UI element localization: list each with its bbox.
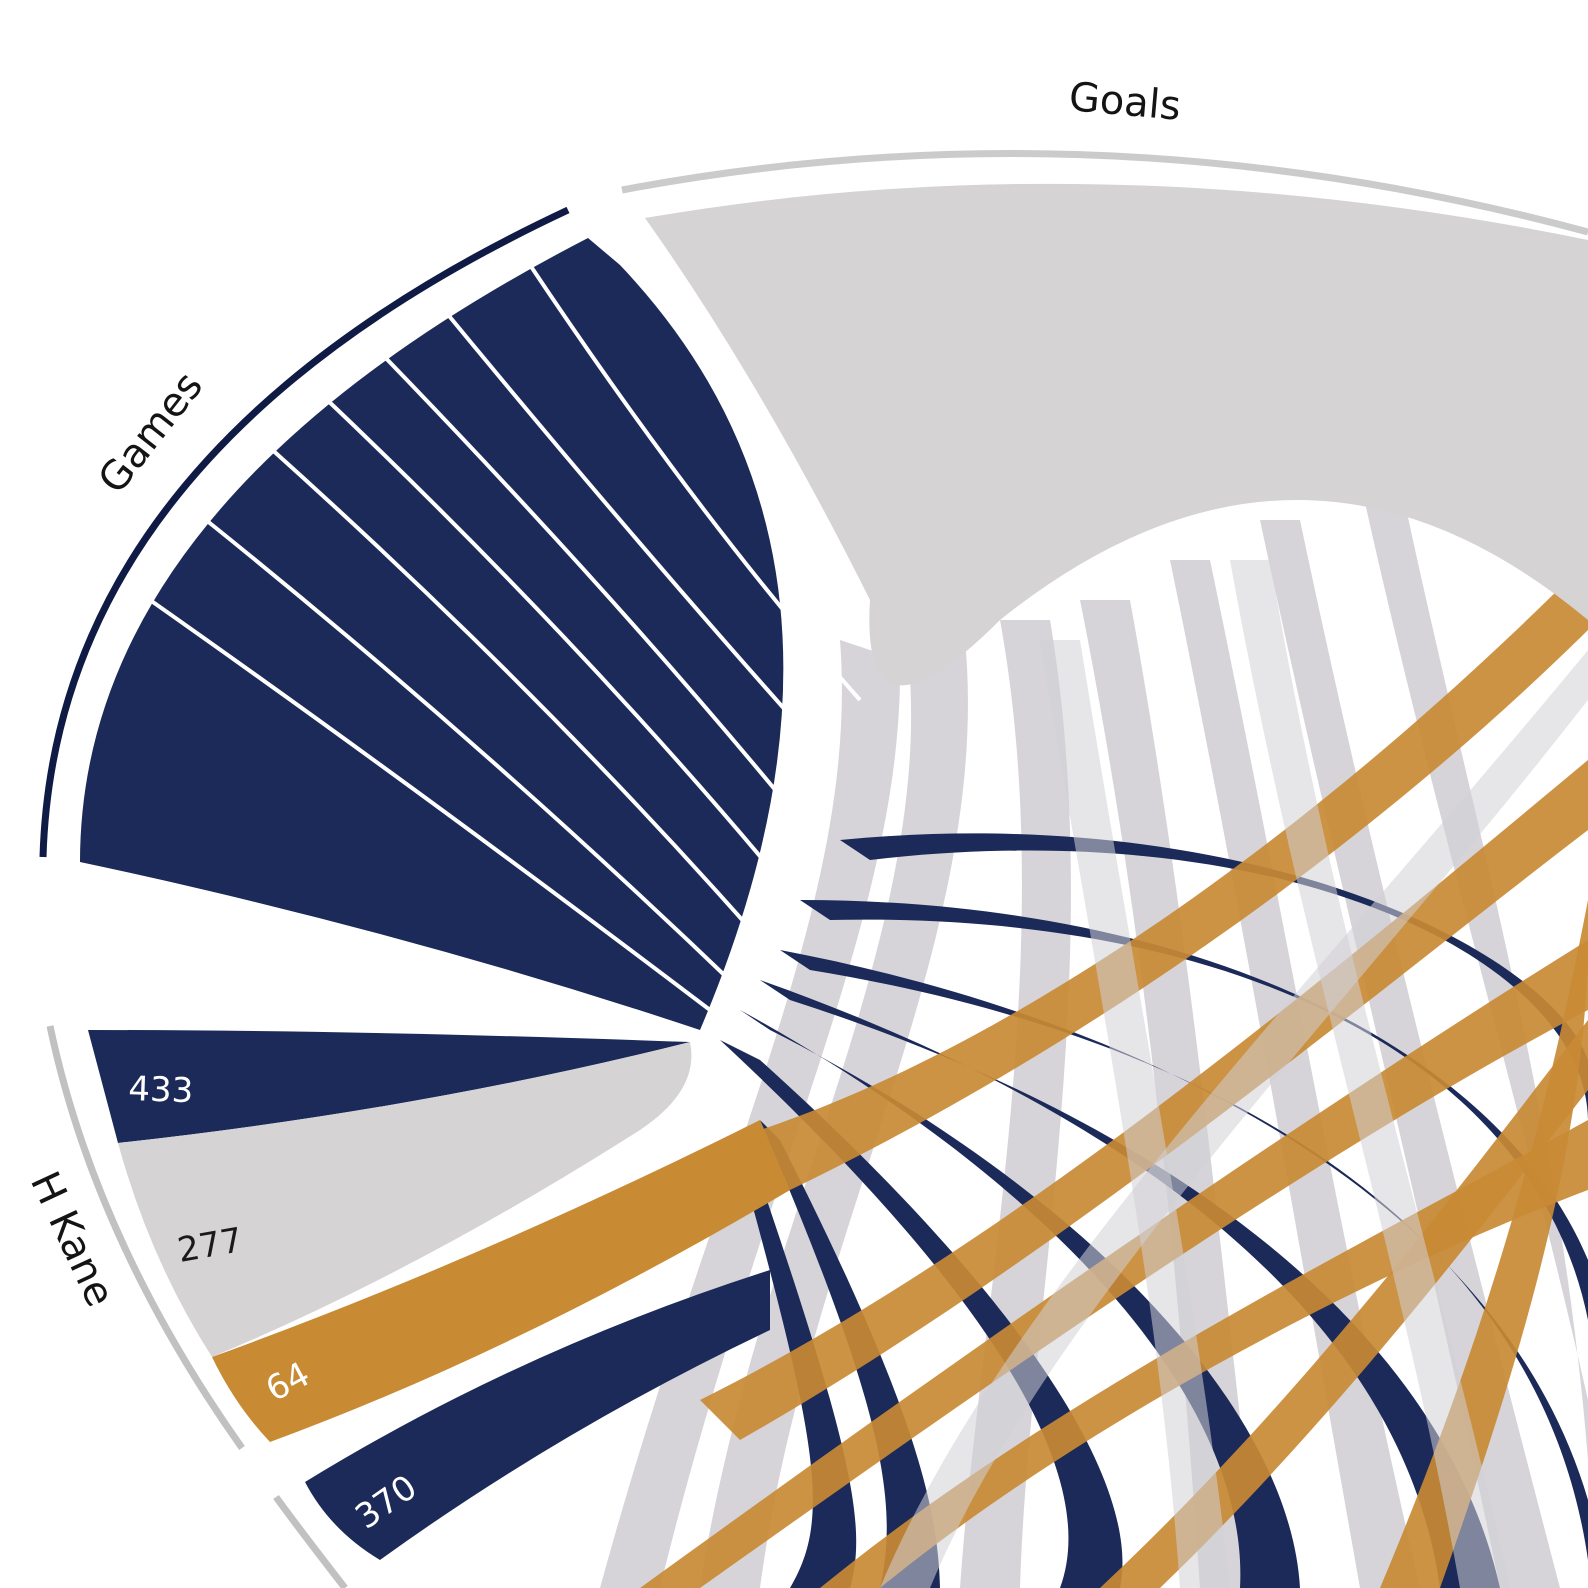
assists-ribbon [1380, 900, 1588, 1588]
games-ribbon [720, 1040, 1123, 1588]
goals-ribbon-overlay [880, 650, 1588, 1588]
games-ribbon [740, 1010, 1300, 1588]
games-sector [80, 238, 784, 1030]
assists-ribbon [700, 760, 1588, 1440]
games-sector-divider [438, 303, 832, 762]
games-sector-dividers [148, 260, 862, 1012]
value-label-games: 433 [128, 1069, 194, 1111]
goals-ribbon-overlay [1230, 560, 1510, 1588]
h-kane-arc [46, 1025, 245, 1451]
goals-ribbons-overlay [880, 560, 1588, 1588]
next-player-arc [273, 1494, 348, 1588]
games-sector-divider [376, 348, 802, 822]
segment-assists [212, 1120, 790, 1442]
assists-ribbon [760, 560, 1588, 1190]
goals-sector [645, 183, 1588, 686]
games-sector-divider [266, 444, 762, 942]
segment-games-2 [305, 1270, 770, 1560]
games-sector-divider [148, 598, 712, 1012]
games-sector-divider [204, 518, 742, 992]
h-kane-label: H Kane [21, 1165, 123, 1314]
games-label: Games [90, 364, 212, 503]
goals-label: Goals [1067, 74, 1183, 130]
games-sector-divider [526, 260, 862, 702]
games-ribbon [760, 1120, 940, 1588]
segment-goals [118, 1042, 692, 1357]
games-arc [39, 206, 570, 858]
goals-arc [621, 150, 1588, 236]
games-sector-divider [320, 393, 782, 882]
goals-ribbon [1360, 480, 1588, 1460]
segment-games [88, 1030, 690, 1143]
goals-ribbon-overlay [1040, 640, 1230, 1588]
